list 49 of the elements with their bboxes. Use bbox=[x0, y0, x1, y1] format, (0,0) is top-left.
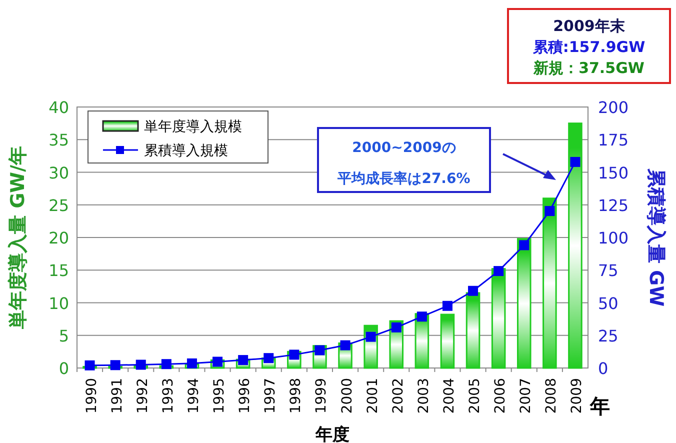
y2-tick-label: 125 bbox=[598, 196, 629, 215]
y2-axis-title: 累積導入量 GW bbox=[645, 167, 667, 307]
x-tick-label: 2000 bbox=[339, 378, 356, 414]
y2-tick-label: 100 bbox=[598, 228, 629, 248]
x-tick-label: 2002 bbox=[390, 378, 406, 414]
x-tick-label: 2001 bbox=[364, 378, 381, 414]
y-tick-label: 10 bbox=[48, 294, 69, 313]
x-tick-label: 1996 bbox=[237, 378, 254, 414]
x-tick-label: 1997 bbox=[262, 378, 279, 414]
text: 年 bbox=[589, 394, 610, 418]
x-tick-label: 2003 bbox=[416, 378, 432, 414]
x-tick-label: 1990 bbox=[84, 378, 100, 414]
text: 2009年末 bbox=[553, 17, 626, 35]
y2-tick-label: 50 bbox=[598, 294, 618, 313]
x-tick-label: 1995 bbox=[212, 378, 228, 414]
y-tick-label: 5 bbox=[58, 326, 69, 346]
y2-tick-label: 75 bbox=[598, 261, 618, 280]
x-tick-label: 2009 bbox=[569, 378, 586, 414]
y2-tick-label: 200 bbox=[598, 98, 629, 117]
x-tick-label: 1994 bbox=[186, 378, 202, 414]
x-tick-label: 2006 bbox=[492, 378, 509, 414]
y-tick-label: 15 bbox=[48, 261, 69, 280]
x-tick-label: 1998 bbox=[288, 378, 304, 414]
y2-tick-label: 25 bbox=[598, 326, 618, 346]
legend-label: 単年度導入規模 bbox=[144, 119, 242, 135]
y-tick-label: 35 bbox=[48, 130, 69, 150]
y-axis-title: 単年度導入量 GW/年 bbox=[7, 146, 29, 330]
x-tick-label: 1991 bbox=[109, 378, 126, 414]
x-tick-label: 1999 bbox=[314, 378, 330, 414]
y2-tick-label: 175 bbox=[598, 130, 629, 150]
annotation: 平均成長率は27.6% bbox=[336, 170, 470, 187]
x-tick-label: 2004 bbox=[441, 378, 458, 414]
text: 累積:157.9GW bbox=[532, 38, 646, 56]
y-tick-label: 25 bbox=[48, 196, 69, 215]
x-tick-label: 1992 bbox=[134, 378, 151, 414]
y-tick-label: 20 bbox=[48, 228, 69, 248]
y2-tick-label: 0 bbox=[598, 359, 608, 378]
y-tick-label: 30 bbox=[48, 163, 69, 182]
y-tick-label: 40 bbox=[48, 98, 69, 117]
annotation: 2000~2009の bbox=[352, 140, 456, 156]
text: 新規：37.5GW bbox=[532, 59, 645, 77]
x-tick-label: 1993 bbox=[160, 378, 176, 414]
y2-tick-label: 150 bbox=[598, 163, 629, 182]
y-tick-label: 0 bbox=[58, 359, 69, 378]
x-tick-label: 2005 bbox=[467, 378, 484, 414]
x-tick-label: 2008 bbox=[544, 378, 560, 414]
x-tick-label: 2007 bbox=[518, 378, 534, 414]
legend-label: 累積導入規模 bbox=[144, 143, 228, 159]
x-axis-title: 年度 bbox=[314, 425, 350, 443]
